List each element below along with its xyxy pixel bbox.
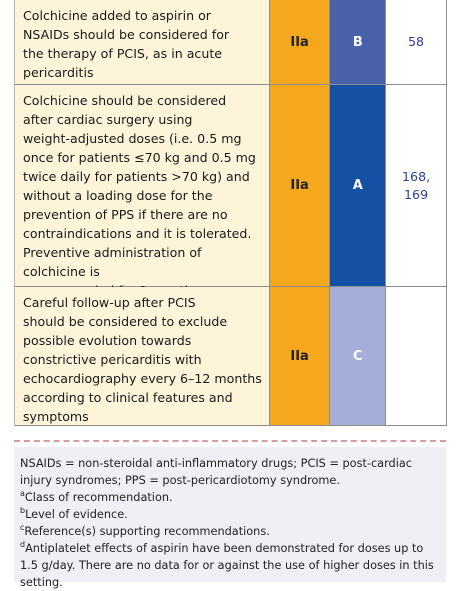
text-line: prevention of PPS if there are no — [23, 207, 228, 222]
footnote: cReference(s) supporting recommendations… — [20, 523, 440, 540]
abbreviations: NSAIDs = non-steroidal anti-inflammatory… — [20, 457, 412, 487]
text-line: the therapy of PCIS, as in acute — [23, 46, 223, 61]
recommendation-text: Colchicine should be considered after car… — [15, 85, 270, 298]
text-line: after cardiac surgery using — [23, 112, 193, 127]
class-cell: IIa — [269, 85, 331, 286]
class-label: IIa — [290, 178, 309, 193]
reference-label: 168, 169 — [402, 168, 431, 202]
text-line: NSAIDs should be considered for — [23, 27, 230, 42]
class-label: IIa — [290, 34, 309, 50]
reference-cell: 58 — [386, 0, 447, 84]
text-line: twice daily for patients >70 kg) and — [23, 169, 250, 184]
text-line: Careful follow-up after PCIS — [23, 295, 196, 310]
text-line: pericarditis — [23, 65, 94, 80]
separator — [14, 440, 446, 442]
footnote-text: Class of recommendation. — [24, 491, 173, 504]
reference-label: 58 — [408, 34, 425, 49]
level-cell: A — [330, 85, 387, 286]
text-line: weight-adjusted doses (i.e. 0.5 mg — [23, 131, 242, 146]
class-cell: IIa — [269, 0, 331, 84]
reference-cell: 168, 169 — [386, 85, 447, 286]
text-line: Colchicine added to aspirin or — [23, 8, 211, 23]
text-line: echocardiography every 6–12 months — [23, 371, 262, 386]
footnote-mark: a — [20, 489, 25, 499]
footnotes: NSAIDs = non-steroidal anti-inflammatory… — [14, 447, 446, 589]
level-label: A — [352, 178, 363, 193]
text-line: symptoms — [23, 409, 89, 424]
footnote-text: Antiplatelet effects of aspirin have bee… — [20, 542, 434, 589]
text-line: according to clinical features and — [23, 390, 233, 405]
footnote-text: Level of evidence. — [25, 508, 128, 521]
text-line: once for patients ≤70 kg and 0.5 mg — [23, 150, 256, 165]
table-row: Colchicine should be considered after car… — [15, 85, 447, 298]
footnote-text: Reference(s) supporting recommendations. — [24, 525, 270, 538]
class-label: IIa — [290, 348, 309, 364]
footnote-mark: c — [20, 523, 25, 533]
table-row: Careful follow-up after PCIS should be co… — [15, 287, 447, 426]
footnote-mark: d — [20, 540, 26, 550]
text-line: possible evolution towards — [23, 333, 192, 348]
text-line: should be considered to exclude — [23, 314, 228, 329]
level-cell: C — [330, 287, 387, 425]
level-label: B — [352, 34, 363, 50]
recommendation-text: Careful follow-up after PCIS should be co… — [15, 287, 270, 425]
level-label: C — [353, 348, 363, 364]
footnote: bLevel of evidence. — [20, 506, 440, 523]
text-line: constrictive pericarditis with — [23, 352, 202, 367]
footnote: aClass of recommendation. — [20, 489, 440, 506]
class-cell: IIa — [269, 287, 331, 425]
reference-cell — [386, 287, 447, 425]
recommendation-text: Colchicine added to aspirin or NSAIDs sho… — [15, 0, 270, 84]
footnote-mark: b — [20, 506, 26, 516]
recommendation-table: Colchicine added to aspirin or NSAIDs sho… — [14, 0, 447, 426]
text-line: Colchicine should be considered — [23, 93, 227, 108]
text-line: contraindications and it is tolerated. — [23, 226, 252, 241]
text-line: Preventive administration of colchicine … — [23, 245, 202, 279]
table-row: Colchicine added to aspirin or NSAIDs sho… — [15, 0, 447, 85]
text-line: without a loading dose for the — [23, 188, 213, 203]
level-cell: B — [330, 0, 387, 84]
footnote: dAntiplatelet effects of aspirin have be… — [20, 540, 440, 591]
